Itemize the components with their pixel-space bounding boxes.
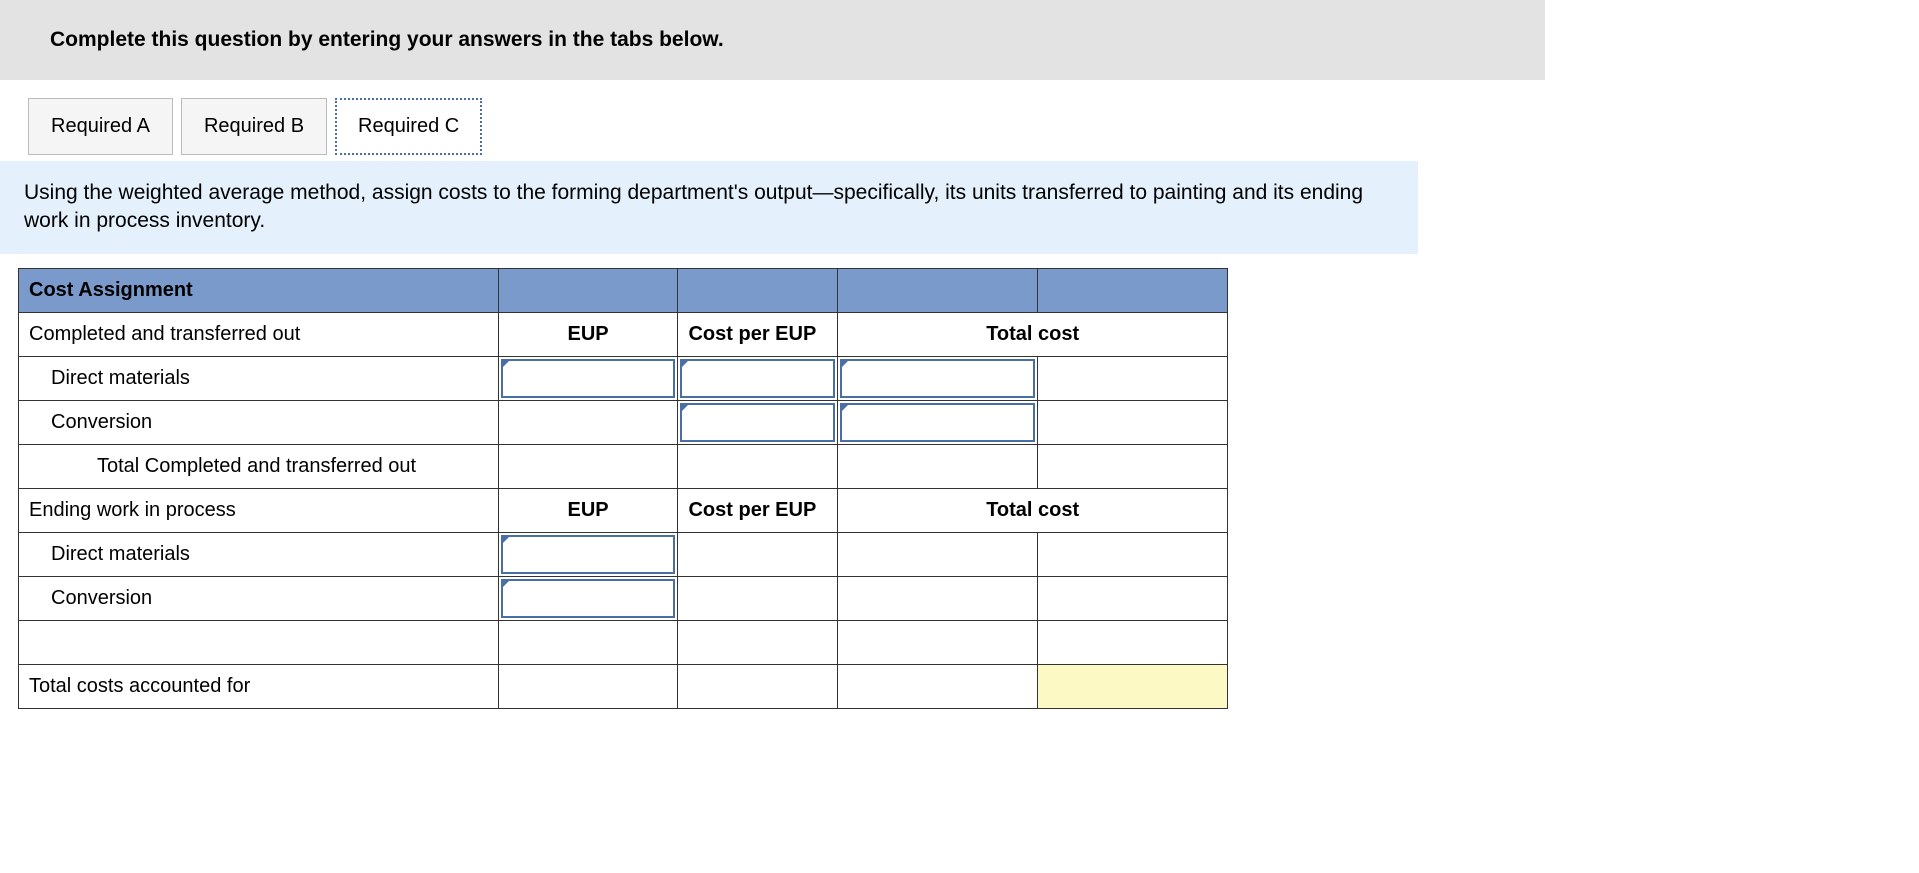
total-costs-tot1 [838,664,1038,708]
ending-dm-cpe-cell [678,532,838,576]
completed-dm-extra-cell [1038,356,1228,400]
tab-required-a[interactable]: Required A [28,98,173,155]
total-completed-tot2 [1038,444,1228,488]
row-label-direct-materials-2: Direct materials [19,532,499,576]
ending-wip-label: Ending work in process [19,488,499,532]
total-costs-row: Total costs accounted for [19,664,1228,708]
completed-dm-eup-input[interactable] [498,356,678,400]
row-label-direct-materials: Direct materials [19,356,499,400]
ending-dm-tot1-cell [838,532,1038,576]
col-header-total-cost-2: Total cost [838,488,1228,532]
col-header-eup-2: EUP [498,488,678,532]
ending-conv-tot2-cell [1038,576,1228,620]
blank-cell [838,620,1038,664]
description-bar: Using the weighted average method, assig… [0,161,1418,254]
completed-dm-total-input[interactable] [838,356,1038,400]
instruction-bar: Complete this question by entering your … [0,0,1545,80]
total-completed-cpe [678,444,838,488]
tab-required-b[interactable]: Required B [181,98,327,155]
completed-label: Completed and transferred out [19,312,499,356]
blank-cell [678,620,838,664]
section-header-blank [1038,268,1228,312]
section-header-blank [838,268,1038,312]
completed-conv-eup-cell [498,400,678,444]
blank-row [19,620,1228,664]
section-header-blank [678,268,838,312]
blank-cell [19,620,499,664]
total-completed-eup [498,444,678,488]
col-header-total-cost: Total cost [838,312,1228,356]
row-label-conversion-2: Conversion [19,576,499,620]
row-label-total-costs: Total costs accounted for [19,664,499,708]
completed-conv-total-input[interactable] [838,400,1038,444]
col-header-cost-per-eup-2: Cost per EUP [678,488,838,532]
tabs-row: Required A Required B Required C [0,98,1919,155]
total-costs-eup [498,664,678,708]
description-text: Using the weighted average method, assig… [24,181,1363,232]
row-label-conversion: Conversion [19,400,499,444]
instruction-text: Complete this question by entering your … [50,28,724,51]
section-header-row: Cost Assignment [19,268,1228,312]
ending-conv-eup-input[interactable] [498,576,678,620]
section-header-label: Cost Assignment [19,268,499,312]
tab-label: Required B [204,115,304,137]
ending-conv-tot1-cell [838,576,1038,620]
total-completed-tot1 [838,444,1038,488]
total-costs-result-cell [1038,664,1228,708]
ending-dm-row: Direct materials [19,532,1228,576]
section-header-blank [498,268,678,312]
col-header-cost-per-eup: Cost per EUP [678,312,838,356]
tab-required-c[interactable]: Required C [335,98,482,155]
completed-dm-row: Direct materials [19,356,1228,400]
col-header-eup: EUP [498,312,678,356]
total-costs-cpe [678,664,838,708]
ending-conv-cpe-cell [678,576,838,620]
blank-cell [1038,620,1228,664]
ending-dm-eup-input[interactable] [498,532,678,576]
cost-assignment-table: Cost Assignment Completed and transferre… [18,268,1228,709]
completed-conv-row: Conversion [19,400,1228,444]
ending-dm-tot2-cell [1038,532,1228,576]
completed-conv-extra-cell [1038,400,1228,444]
ending-wip-header-row: Ending work in process EUP Cost per EUP … [19,488,1228,532]
tab-label: Required A [51,115,150,137]
completed-header-row: Completed and transferred out EUP Cost p… [19,312,1228,356]
total-completed-row: Total Completed and transferred out [19,444,1228,488]
ending-conv-row: Conversion [19,576,1228,620]
completed-conv-cpe-input[interactable] [678,400,838,444]
row-label-total-completed: Total Completed and transferred out [19,444,499,488]
completed-dm-cpe-input[interactable] [678,356,838,400]
blank-cell [498,620,678,664]
tab-label: Required C [358,115,459,137]
